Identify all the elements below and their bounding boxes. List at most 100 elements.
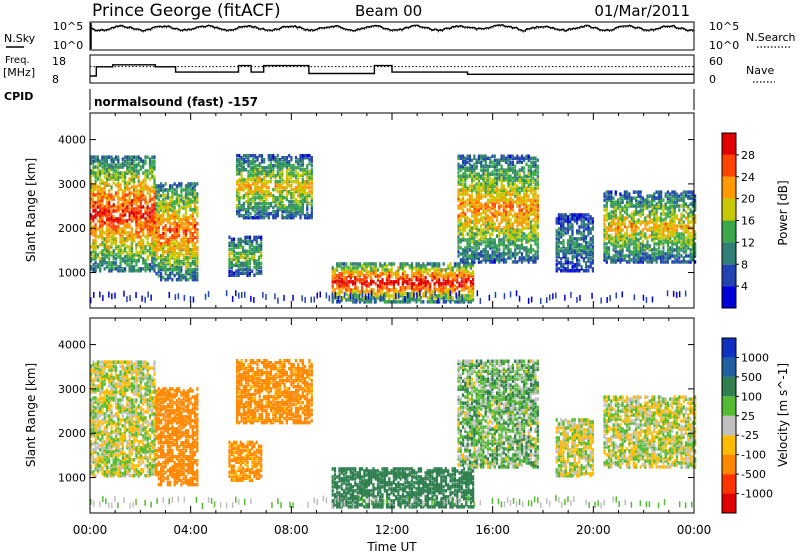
power-cell bbox=[236, 182, 239, 186]
power-cell bbox=[299, 213, 302, 218]
power-cell bbox=[242, 182, 245, 186]
power-cell bbox=[612, 236, 615, 240]
power-cell bbox=[288, 180, 291, 184]
power-cell bbox=[144, 269, 147, 273]
power-cell bbox=[151, 161, 154, 165]
power-cell bbox=[585, 255, 588, 259]
power-cell bbox=[399, 276, 402, 280]
power-cell bbox=[347, 294, 350, 298]
power-cell bbox=[493, 168, 496, 172]
power-cell bbox=[171, 240, 174, 244]
power-cell bbox=[169, 254, 172, 258]
power-cell bbox=[148, 221, 152, 225]
power-cell bbox=[191, 254, 194, 258]
power-cell bbox=[153, 235, 156, 239]
power-cell bbox=[536, 232, 539, 236]
power-cell bbox=[121, 239, 124, 243]
power-cell bbox=[263, 168, 266, 172]
power-cell bbox=[459, 238, 462, 242]
power-cell bbox=[532, 236, 535, 240]
power-cell bbox=[374, 266, 377, 270]
power-cell bbox=[164, 238, 167, 242]
power-cell bbox=[169, 244, 172, 248]
power-cell bbox=[466, 256, 469, 260]
power-cell bbox=[187, 256, 190, 260]
power-cell bbox=[562, 255, 565, 259]
power-cell bbox=[285, 178, 288, 182]
power-cell bbox=[463, 294, 466, 298]
power-cell bbox=[164, 269, 167, 274]
power-cell bbox=[482, 156, 485, 160]
power-cell bbox=[265, 213, 268, 218]
power-cell bbox=[144, 223, 147, 227]
power-cell bbox=[573, 237, 576, 241]
power-cell bbox=[196, 275, 199, 280]
power-cell bbox=[153, 253, 156, 257]
power-cell bbox=[610, 256, 613, 260]
power-cell bbox=[142, 213, 145, 217]
power-cell bbox=[612, 206, 615, 210]
power-cell bbox=[151, 261, 154, 265]
power-cell bbox=[263, 170, 266, 174]
power-cell bbox=[468, 198, 471, 202]
power-cell bbox=[175, 240, 178, 244]
power-cell bbox=[482, 188, 485, 192]
power-cell bbox=[105, 239, 109, 243]
power-cell bbox=[144, 169, 147, 173]
power-cell bbox=[511, 186, 514, 190]
power-cell bbox=[331, 266, 334, 270]
power-cell bbox=[507, 234, 510, 238]
power-cell bbox=[571, 241, 574, 245]
power-cell bbox=[580, 267, 583, 271]
power-cell bbox=[523, 206, 526, 210]
power-cell bbox=[555, 221, 558, 225]
power-cell bbox=[459, 164, 462, 168]
power-cell bbox=[453, 272, 457, 276]
power-cell bbox=[162, 248, 165, 252]
power-cell bbox=[166, 248, 169, 252]
power-cell bbox=[587, 223, 590, 227]
power-cell bbox=[135, 251, 138, 255]
power-cell bbox=[525, 194, 528, 198]
power-cell bbox=[612, 200, 615, 204]
power-cell bbox=[191, 238, 194, 242]
power-cell bbox=[157, 248, 160, 252]
power-cell bbox=[92, 169, 95, 173]
power-cell bbox=[151, 163, 154, 167]
power-cell bbox=[463, 268, 466, 272]
power-cell bbox=[372, 262, 375, 266]
power-cell bbox=[536, 238, 539, 242]
power-cell bbox=[139, 191, 142, 195]
power-cell bbox=[184, 256, 188, 260]
power-cell bbox=[260, 191, 264, 196]
power-cell bbox=[260, 158, 264, 162]
power-cell bbox=[534, 198, 537, 202]
power-cell bbox=[256, 187, 259, 192]
power-cell bbox=[495, 168, 499, 172]
date-title: 01/Mar/2011 bbox=[594, 2, 690, 20]
power-cell bbox=[491, 204, 494, 208]
power-cell bbox=[274, 158, 277, 162]
power-cell bbox=[491, 250, 494, 254]
power-cell bbox=[99, 225, 102, 229]
power-cell bbox=[399, 264, 402, 268]
power-cell bbox=[465, 286, 468, 290]
power-cell bbox=[182, 273, 185, 278]
power-cell bbox=[292, 203, 295, 208]
power-cell bbox=[155, 271, 158, 276]
power-cell bbox=[187, 224, 190, 228]
power-cell bbox=[130, 245, 133, 249]
power-cell bbox=[257, 265, 261, 269]
power-cell bbox=[256, 172, 259, 176]
power-cell bbox=[283, 209, 286, 214]
power-cell bbox=[279, 180, 282, 184]
power-cell bbox=[338, 300, 341, 304]
power-cell bbox=[617, 230, 620, 234]
power-cell bbox=[484, 254, 487, 258]
power-cell bbox=[180, 182, 183, 186]
power-cell bbox=[386, 270, 389, 274]
power-cell bbox=[178, 218, 181, 222]
power-cell bbox=[589, 215, 592, 219]
power-cell bbox=[509, 256, 512, 260]
power-cell bbox=[507, 244, 510, 248]
